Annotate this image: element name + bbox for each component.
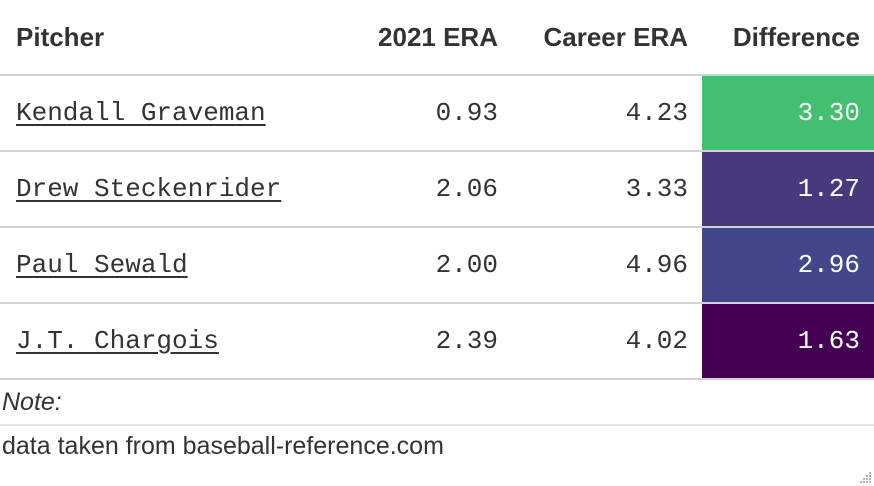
era-2021-cell: 2.00 [350,226,512,303]
pitcher-cell: Paul Sewald [0,226,350,303]
column-header-career-era: Career ERA [512,0,702,76]
note-label: Note: [2,388,62,416]
career-era-cell: 4.96 [512,226,702,303]
pitcher-link[interactable]: Drew Steckenrider [16,174,282,204]
difference-cell: 1.63 [702,302,874,380]
column-header-difference: Difference [702,0,874,76]
note-divider [0,424,874,426]
note-text: data taken from baseball-reference.com [2,432,444,460]
resize-grip-icon[interactable] [858,470,872,484]
pitcher-link[interactable]: J.T. Chargois [16,326,219,356]
era-table: Pitcher 2021 ERA Career ERA Difference K… [0,0,874,380]
pitcher-cell: J.T. Chargois [0,302,350,380]
table-row: Paul Sewald 2.00 4.96 2.96 [0,226,874,303]
era-2021-cell: 0.93 [350,74,512,151]
table-row: Drew Steckenrider 2.06 3.33 1.27 [0,150,874,227]
column-header-2021-era: 2021 ERA [350,0,512,76]
column-header-pitcher: Pitcher [0,0,350,76]
era-2021-cell: 2.39 [350,302,512,380]
career-era-cell: 4.23 [512,74,702,151]
career-era-cell: 4.02 [512,302,702,380]
difference-cell: 3.30 [702,74,874,151]
table-row: Kendall Graveman 0.93 4.23 3.30 [0,74,874,151]
pitcher-link[interactable]: Paul Sewald [16,250,188,280]
header-row: Pitcher 2021 ERA Career ERA Difference [0,0,874,76]
table-row: J.T. Chargois 2.39 4.02 1.63 [0,302,874,380]
difference-cell: 2.96 [702,226,874,303]
pitcher-cell: Kendall Graveman [0,74,350,151]
pitcher-link[interactable]: Kendall Graveman [16,98,266,128]
pitcher-cell: Drew Steckenrider [0,150,350,227]
era-2021-cell: 2.06 [350,150,512,227]
difference-cell: 1.27 [702,150,874,227]
career-era-cell: 3.33 [512,150,702,227]
